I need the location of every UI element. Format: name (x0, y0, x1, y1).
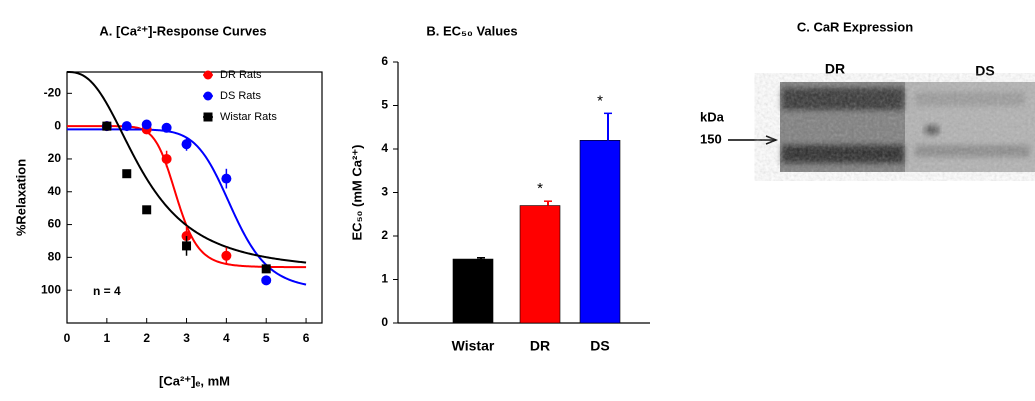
lane-label: DS (975, 63, 994, 79)
x-tick-label: 3 (183, 331, 190, 345)
y-tick-label: 3 (381, 185, 388, 199)
data-point (221, 173, 232, 184)
data-point (161, 153, 172, 164)
x-tick-label: Wistar (452, 338, 495, 354)
significance-label: * (537, 180, 543, 197)
data-point (121, 121, 132, 132)
legend-label: DS Rats (220, 90, 261, 102)
x-tick-label: 1 (104, 331, 111, 345)
significance-label: * (597, 92, 603, 109)
y-tick-label: -20 (44, 85, 62, 99)
x-tick-label: 5 (263, 331, 270, 345)
data-point (142, 205, 152, 215)
x-tick-label: 4 (223, 331, 230, 345)
y-tick-label: 4 (381, 141, 388, 155)
data-point (122, 169, 132, 179)
blot-title: C. CaR Expression (797, 19, 913, 34)
y-tick-label: 100 (41, 282, 61, 296)
data-point (102, 121, 112, 131)
y-tick-label: 0 (381, 315, 388, 329)
y-tick-label: 5 (381, 98, 388, 112)
bar (452, 258, 494, 324)
data-point (161, 122, 172, 133)
data-point (182, 241, 192, 251)
legend-label: Wistar Rats (220, 111, 277, 123)
y-axis-label: %Relaxation (13, 159, 28, 236)
fit-curve (67, 128, 307, 286)
y-tick-label: 2 (381, 228, 388, 242)
data-point (261, 275, 272, 286)
blot-panel: C. CaR Expression DR DS kDa 150 (700, 19, 1035, 172)
data-point (141, 119, 152, 130)
y-tick-label: 0 (54, 118, 61, 132)
y-tick-label: 60 (48, 217, 62, 231)
y-tick-label: 20 (48, 151, 62, 165)
plot-frame (66, 71, 323, 324)
legend-label: DR Rats (220, 69, 262, 81)
bar (579, 140, 621, 324)
x-tick-label: 0 (64, 331, 71, 345)
x-tick-label: 6 (303, 331, 310, 345)
lane-label: DR (825, 61, 845, 77)
annotation: n = 4 (93, 284, 121, 298)
blot-texture (780, 82, 1035, 172)
fit-curve (67, 71, 307, 264)
data-point (181, 139, 192, 150)
data-point (261, 264, 271, 274)
y-tick-label: 40 (48, 184, 62, 198)
x-axis-label: [Ca²⁺]ₑ, mM (159, 373, 230, 388)
marker-label: 150 (700, 131, 722, 146)
chart-title: A. [Ca²⁺]-Response Curves (99, 23, 266, 38)
chart-title: B. EC₅₀ Values (426, 23, 517, 38)
x-tick-label: 2 (143, 331, 150, 345)
x-tick-label: DS (590, 338, 609, 354)
data-point (221, 250, 232, 261)
marker-arrow-head (765, 135, 779, 145)
y-tick-label: 80 (48, 250, 62, 264)
y-axis-label: EC₅₀ (mM Ca²⁺) (349, 145, 364, 241)
bar (519, 205, 561, 324)
y-tick-label: 1 (381, 272, 388, 286)
marker-unit: kDa (700, 109, 725, 124)
x-tick-label: DR (530, 338, 550, 354)
y-tick-label: 6 (381, 54, 388, 68)
